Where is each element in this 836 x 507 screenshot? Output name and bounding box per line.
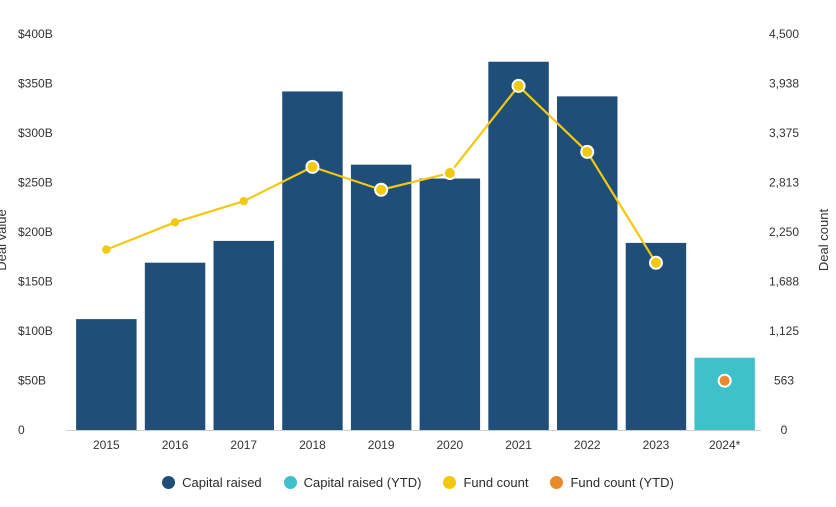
fund-count-line-group	[102, 78, 732, 388]
bar-capital-raised	[625, 242, 687, 430]
bar-capital-raised	[488, 61, 549, 430]
x-axis-tick-label: 2020	[436, 438, 463, 452]
left-axis-tick-label: 0	[18, 423, 25, 437]
y-axis-title-right: Deal count	[816, 209, 831, 272]
legend: Capital raised Capital raised (YTD) Fund…	[0, 470, 836, 494]
fund-count-point	[305, 159, 320, 174]
combo-chart: 0 $50B $100B $150B $200B $250B $300B $350B $400B…	[0, 27, 831, 452]
fund-count-point	[511, 78, 526, 93]
left-axis-ticks: 0 $50B $100B $150B $200B $250B $300B $350B $400B	[18, 27, 53, 437]
legend-label-fund-count-ytd: Fund count (YTD)	[570, 474, 674, 490]
x-axis-tick-label: 2018	[299, 438, 326, 452]
x-axis-tick-label: 2022	[574, 438, 601, 452]
bar-capital-raised-ytd	[694, 357, 755, 430]
right-axis-tick-label: 4,500	[769, 27, 799, 41]
right-axis-tick-label: 1,125	[769, 324, 799, 338]
x-axis-tick-label: 2023	[643, 438, 670, 452]
legend-label-capital-raised: Capital raised	[182, 474, 262, 490]
legend-label-capital-raised-ytd: Capital raised (YTD)	[303, 474, 422, 490]
legend-item-capital-raised: Capital raised	[162, 475, 262, 490]
fund-count-point	[239, 197, 248, 206]
fund-count-point	[102, 245, 111, 254]
bar-capital-raised	[144, 262, 206, 430]
right-axis-tick-label: 3,375	[769, 126, 799, 140]
right-axis-ticks: 0 563 1,125 1,688 2,250 2,813 3,375 3,938 4,500	[769, 27, 799, 437]
x-axis-ticks: 2015 2016 2017 2018 2019 2020 2021 2022 2023 2024…	[93, 438, 741, 452]
left-axis-tick-label: $300B	[18, 126, 53, 140]
legend-swatch-fund-count-ytd	[550, 475, 564, 489]
left-axis-tick-label: $200B	[18, 225, 53, 239]
legend-label-fund-count: Fund count	[463, 474, 529, 490]
x-axis-tick-label: 2021	[505, 438, 532, 452]
legend-swatch-fund-count	[443, 475, 457, 489]
x-axis-tick-label: 2016	[162, 438, 189, 452]
legend-item-capital-raised-ytd: Capital raised (YTD)	[283, 474, 422, 490]
left-axis-tick-label: $100B	[18, 324, 53, 338]
bar-capital-raised	[419, 178, 481, 430]
fund-count-ytd-point	[717, 373, 732, 388]
bar-capital-raised	[350, 164, 412, 430]
left-axis-tick-label: $50B	[18, 374, 46, 388]
bar-capital-raised	[213, 240, 274, 430]
right-axis-tick-label: 0	[781, 423, 788, 437]
x-axis-tick-label: 2019	[368, 438, 395, 452]
left-axis-tick-label: $400B	[18, 27, 53, 41]
fund-count-point	[648, 255, 663, 270]
legend-swatch-capital-raised-ytd	[283, 475, 297, 489]
bar-capital-raised	[282, 91, 343, 431]
x-axis-tick-label: 2024*	[709, 438, 741, 452]
fund-count-point	[374, 182, 389, 197]
legend-swatch-capital-raised	[162, 475, 176, 489]
left-axis-tick-label: $350B	[18, 77, 53, 91]
fund-count-point	[170, 218, 180, 227]
right-axis-tick-label: 563	[774, 374, 794, 388]
bars-group	[76, 61, 755, 431]
x-axis-tick-label: 2015	[93, 438, 120, 452]
right-axis-tick-label: 3,938	[769, 77, 799, 91]
legend-item-fund-count: Fund count	[443, 475, 528, 490]
right-axis-tick-label: 1,688	[769, 275, 799, 289]
right-axis-tick-label: 2,250	[769, 225, 799, 239]
x-axis-tick-label: 2017	[230, 438, 257, 452]
fund-count-point	[442, 166, 457, 181]
bar-capital-raised	[76, 319, 137, 430]
legend-item-fund-count-ytd: Fund count (YTD)	[550, 474, 674, 490]
right-axis-tick-label: 2,813	[769, 176, 799, 190]
y-axis-title-left: Deal value	[0, 209, 9, 270]
left-axis-tick-label: $150B	[18, 275, 53, 289]
left-axis-tick-label: $250B	[18, 176, 53, 190]
fund-count-point	[580, 144, 595, 159]
